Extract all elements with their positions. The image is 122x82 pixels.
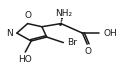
Text: O: O: [24, 11, 31, 20]
Text: O: O: [85, 47, 92, 56]
Text: Br: Br: [68, 38, 77, 47]
Text: NH₂: NH₂: [55, 9, 72, 18]
Text: HO: HO: [18, 55, 32, 64]
Text: OH: OH: [103, 29, 117, 38]
Text: N: N: [6, 29, 13, 38]
